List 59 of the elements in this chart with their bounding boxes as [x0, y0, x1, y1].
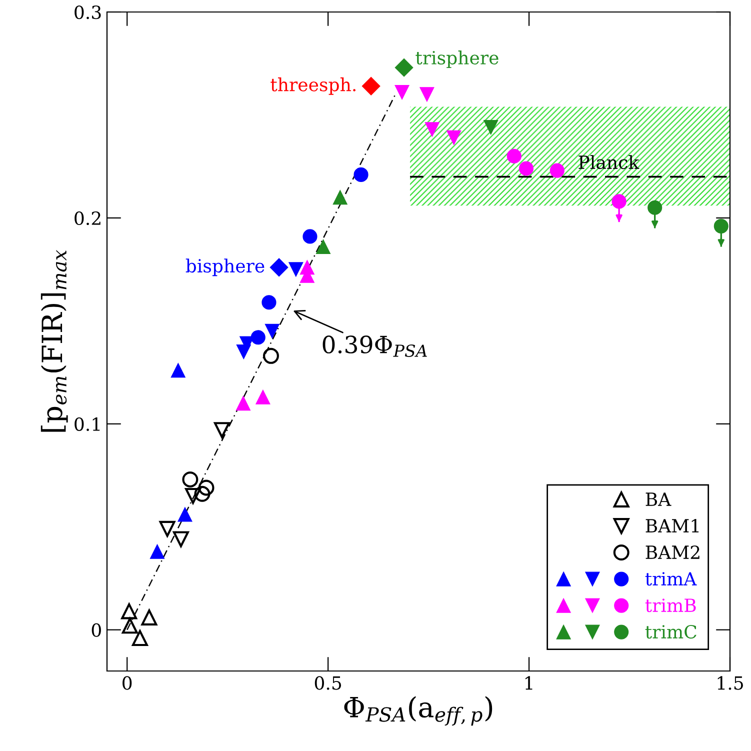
point — [185, 488, 202, 504]
point — [332, 190, 348, 205]
point — [172, 531, 189, 548]
point — [150, 544, 165, 559]
point — [270, 258, 288, 277]
point — [264, 324, 280, 338]
legend-label: trimC — [645, 624, 696, 639]
x-tick-label: 0.5 — [314, 676, 342, 690]
legend-label: BA — [646, 492, 672, 506]
point — [256, 390, 270, 404]
point — [362, 76, 380, 96]
y-tick-label: 0.1 — [74, 417, 100, 431]
legend-label: trimA — [645, 572, 697, 586]
point — [394, 58, 414, 77]
y-tick-label: 0.2 — [74, 211, 100, 226]
point — [648, 200, 662, 215]
point — [484, 120, 498, 135]
point — [612, 194, 626, 209]
point — [446, 130, 462, 145]
y-tick-label: 0.3 — [74, 5, 101, 20]
series-label: threesph. — [270, 77, 356, 95]
point — [550, 163, 564, 178]
point — [122, 618, 138, 634]
point — [262, 295, 276, 310]
point — [159, 520, 176, 537]
point — [263, 348, 279, 364]
point — [506, 148, 522, 164]
point — [518, 161, 534, 176]
point — [121, 603, 138, 620]
x-axis-title: Φ$_{PSA}$(a$_{eff,p}$) — [344, 696, 492, 726]
point — [714, 218, 728, 234]
point — [354, 167, 368, 182]
point — [132, 630, 148, 646]
point — [194, 486, 210, 502]
point — [236, 396, 251, 411]
point — [424, 122, 440, 137]
x-tick-label: 1 — [525, 676, 532, 690]
legend-label: BAM1 — [646, 518, 699, 532]
series-label: trisphere — [416, 50, 498, 68]
point — [141, 609, 158, 626]
annotation: 0.39Φ$_{PSA}$ — [322, 336, 427, 357]
x-tick-label: 0 — [122, 676, 132, 690]
y-tick-label: 0 — [92, 623, 101, 637]
legend-label: trimB — [645, 598, 696, 612]
series-label: bisphere — [186, 258, 264, 276]
point — [288, 262, 304, 277]
point — [198, 480, 214, 496]
y-axis-title: [p$_{em}$(FIR)]$_{max}$ — [40, 250, 68, 432]
x-tick-label: 1.5 — [718, 676, 743, 690]
point — [316, 239, 331, 254]
point — [182, 471, 198, 488]
point — [420, 87, 434, 102]
point — [250, 330, 266, 345]
point — [394, 85, 410, 100]
point — [214, 422, 230, 438]
legend-label: BAM2 — [646, 545, 700, 559]
point — [302, 229, 318, 244]
point — [178, 507, 192, 522]
point — [170, 363, 186, 378]
